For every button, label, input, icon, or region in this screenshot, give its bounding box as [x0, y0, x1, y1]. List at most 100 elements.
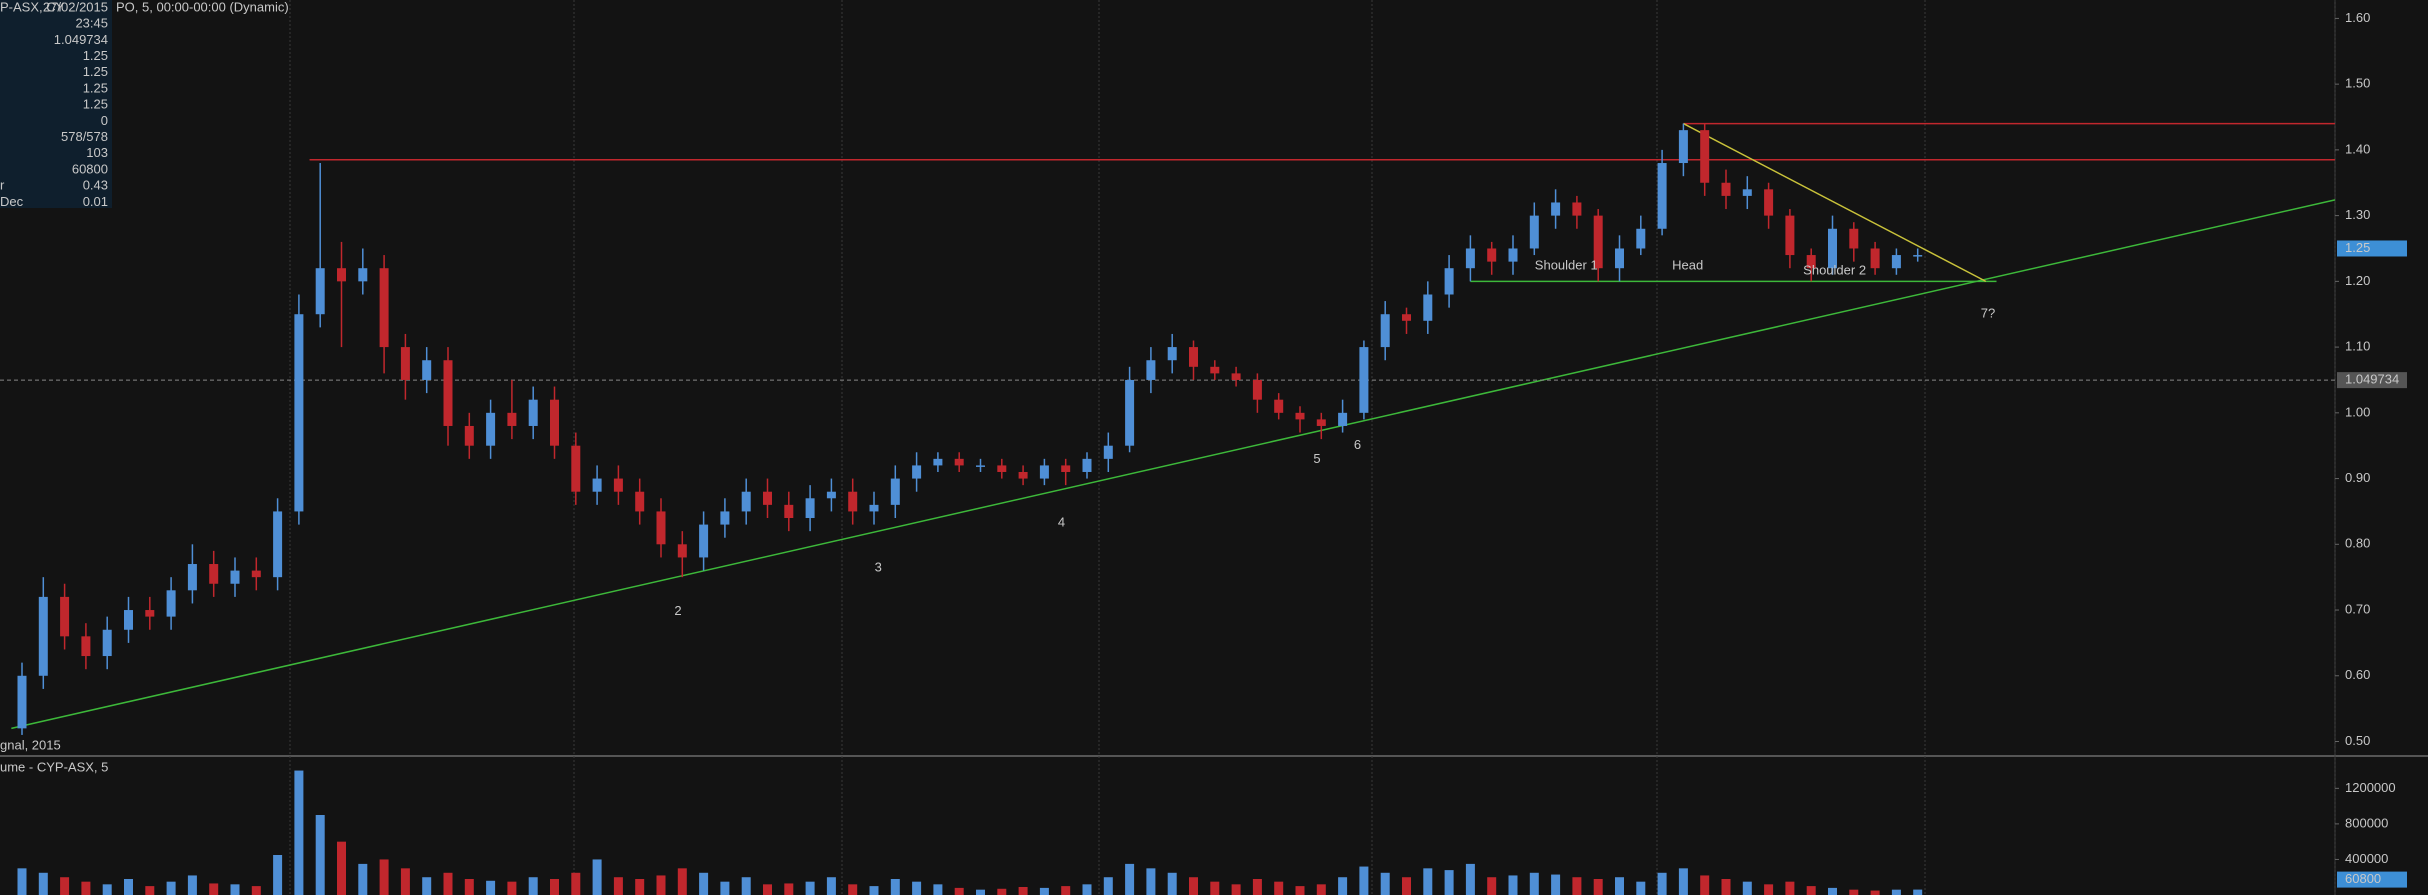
annotation: 7?: [1981, 306, 1995, 321]
candle-body: [763, 491, 772, 505]
candle-body: [379, 268, 389, 348]
volume-bar: [1231, 884, 1241, 895]
candle-body: [1402, 314, 1411, 321]
volume-bar: [1764, 884, 1774, 895]
candle-body: [699, 524, 709, 558]
last-price: 1.25: [2345, 240, 2370, 255]
last-volume: 60800: [2345, 871, 2381, 886]
candle-body: [251, 570, 261, 578]
candle-body: [1678, 130, 1688, 164]
y-tick-label: 1.20: [2345, 273, 2370, 288]
candle-body: [1444, 268, 1454, 295]
volume-bar: [81, 881, 91, 895]
volume-bar: [763, 884, 772, 895]
candle-body: [933, 458, 943, 466]
volume-bar: [1529, 872, 1539, 895]
annotation: 5: [1313, 451, 1320, 466]
candle-body: [145, 610, 155, 617]
candle-body: [60, 596, 70, 637]
candle-body: [1593, 215, 1603, 269]
info-label: r: [0, 178, 5, 193]
info-value: 60800: [72, 161, 108, 176]
info-value: 1.25: [83, 97, 108, 112]
candle-body: [1125, 379, 1135, 446]
candle-body: [1487, 248, 1497, 262]
volume-bar: [1402, 877, 1411, 895]
y-tick-label: 0.80: [2345, 536, 2370, 551]
candle-body: [1913, 255, 1923, 257]
candle-body: [273, 511, 283, 578]
volume-bar: [1295, 886, 1305, 895]
info-panel: [0, 0, 112, 208]
volume-bar: [571, 872, 581, 895]
volume-bar: [294, 770, 304, 895]
volume-bar: [1891, 889, 1901, 895]
volume-bar: [1615, 877, 1624, 895]
candle-body: [1146, 360, 1156, 380]
candle-body: [209, 564, 219, 584]
y-tick-label: 0.70: [2345, 601, 2370, 616]
current-price-box: [2337, 372, 2407, 389]
annotation: Shoulder 1: [1535, 258, 1598, 273]
volume-bar: [1849, 889, 1859, 895]
candle-body: [976, 465, 985, 467]
volume-bar: [17, 868, 27, 895]
volume-bar: [60, 877, 70, 895]
volume-bar: [1785, 881, 1795, 895]
candle-body: [1828, 228, 1837, 269]
volume-bar: [507, 881, 517, 895]
volume-bar: [1039, 887, 1049, 895]
volume-bar: [230, 884, 240, 895]
volume-bar: [1252, 879, 1262, 895]
volume-bar: [720, 881, 730, 895]
candle-body: [869, 504, 879, 512]
candle-body: [592, 478, 602, 492]
title-right: PO, 5, 00:00-00:00 (Dynamic): [116, 0, 289, 14]
candle-body: [17, 675, 27, 729]
candle-body: [358, 268, 368, 282]
volume-bar: [1423, 868, 1433, 895]
volume-bar: [784, 883, 794, 895]
candle-body: [784, 504, 794, 519]
volume-bar: [997, 888, 1007, 895]
candle-body: [848, 491, 858, 512]
volume-bar: [656, 875, 666, 895]
candle-body: [294, 314, 304, 512]
candle-body: [187, 564, 197, 591]
volume-bar: [1700, 875, 1710, 895]
candle-body: [677, 544, 687, 558]
volume-bar: [933, 884, 943, 895]
candle-body: [1849, 228, 1859, 249]
y-tick-label: 1.50: [2345, 76, 2370, 91]
volume-bar: [124, 879, 133, 895]
volume-bar: [592, 859, 602, 895]
candle-body: [1721, 182, 1731, 196]
candle-body: [1018, 471, 1028, 479]
annotation: 6: [1354, 437, 1361, 452]
candle-body: [1529, 215, 1539, 249]
info-value: 1.25: [83, 48, 108, 63]
volume-bar: [1274, 881, 1284, 895]
volume-bar: [379, 859, 389, 895]
volume-bar: [976, 889, 985, 895]
candle-body: [1338, 412, 1348, 426]
candle-body: [166, 590, 176, 617]
y-tick-label: 1.10: [2345, 339, 2370, 354]
volume-bar: [1465, 863, 1475, 895]
annotation: Head: [1672, 258, 1703, 273]
candle-body: [635, 491, 645, 512]
volume-bar: [1913, 889, 1923, 895]
y-tick-label: 1.60: [2345, 10, 2370, 25]
y-tick-label: 0.90: [2345, 470, 2370, 485]
volume-bar: [699, 872, 709, 895]
volume-bar: [635, 879, 645, 895]
volume-bar: [464, 879, 474, 895]
volume-bar: [1082, 884, 1092, 895]
candle-body: [337, 268, 346, 282]
annotation: 3: [875, 559, 882, 574]
volume-bar: [1210, 881, 1220, 895]
candle-body: [1274, 399, 1284, 413]
volume-bar: [1061, 886, 1071, 895]
volume-bar: [1380, 872, 1390, 895]
